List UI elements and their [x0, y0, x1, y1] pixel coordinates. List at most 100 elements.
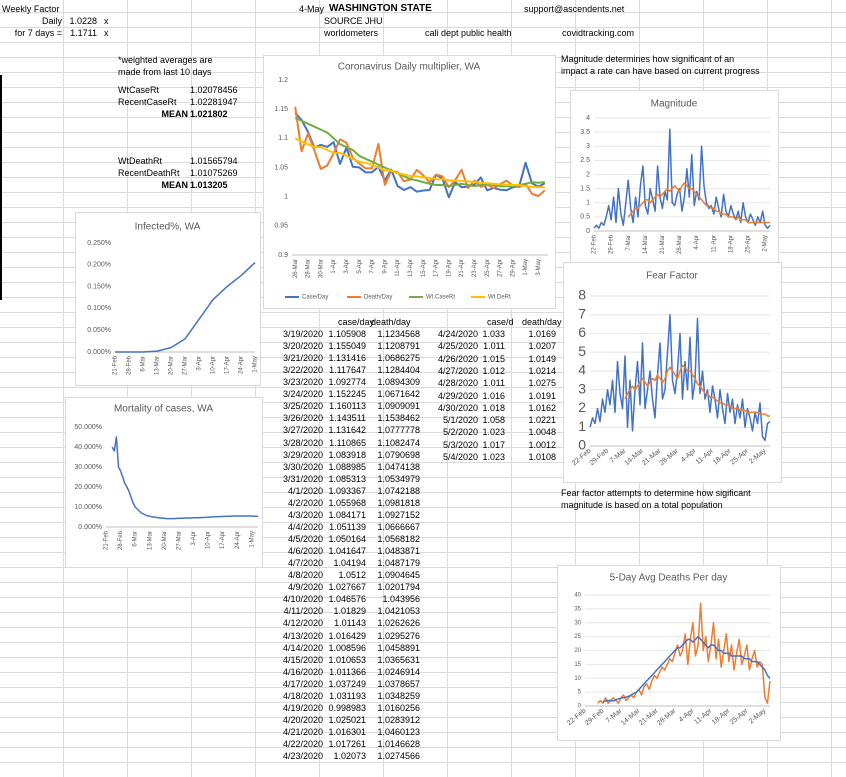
table-cell: 4/30/2020 [437, 402, 478, 413]
table-cell: 3/22/2020 [282, 365, 323, 376]
table-cell: 4/21/2020 [282, 726, 323, 737]
x-tick-label: 28-Mar [306, 259, 312, 278]
x-tick-label: 1-May [523, 259, 529, 276]
table-cell: 5/1/2020 [442, 415, 478, 426]
table-cell: 4/24/2020 [437, 329, 478, 339]
chart-title: 5-Day Avg Deaths Per day [610, 573, 728, 584]
table-cell: 4/17/2020 [282, 678, 323, 689]
table-cell: 1.015 [482, 353, 505, 364]
series-line [294, 116, 545, 188]
table-cell: 4/7/2020 [287, 558, 323, 569]
x-tick-label: 29-Apr [510, 259, 516, 277]
rate-label: MEAN [161, 180, 189, 190]
table-cell: 1.033 [482, 329, 505, 339]
note: *weighted averages are [118, 55, 213, 65]
table-cell: 1.01829 [333, 606, 366, 617]
table-header: death/day [371, 317, 411, 327]
y-tick-label: 0 [578, 704, 582, 710]
table-cell: 1.0169 [528, 329, 556, 339]
table-cell: 1.0048 [528, 427, 556, 438]
rate-value: 1.02281947 [190, 97, 238, 107]
table-header: death/day [522, 317, 562, 327]
y-tick-label: 5 [578, 343, 586, 359]
table-cell: 3/25/2020 [282, 401, 323, 412]
table-cell: 1.0295276 [377, 630, 420, 641]
x-tick-label: 10-Apr [206, 531, 212, 549]
value: 1.1711 [70, 28, 97, 38]
y-tick-label: 0.200% [87, 262, 111, 269]
table-cell: 1.0221 [528, 415, 556, 426]
unit: x [104, 16, 109, 26]
x-tick-label: 20-Mar [162, 531, 168, 550]
rate-value: 1.013205 [190, 180, 228, 190]
y-tick-label: 1.15 [274, 106, 288, 113]
table-cell: 1.041647 [328, 546, 366, 557]
x-tick-label: 2-May [763, 235, 769, 252]
x-tick-label: 28-Mar [677, 235, 683, 254]
table-cell: 1.016 [482, 390, 505, 401]
x-tick-label: 28-Feb [127, 355, 133, 375]
table-cell: 1.0483871 [377, 546, 420, 557]
chart-title: Magnitude [651, 99, 698, 110]
table-cell: 1.084171 [328, 509, 366, 520]
y-tick-label: 4 [586, 115, 590, 122]
table-cell: 1.0207 [528, 341, 556, 352]
table-cell: 1.0534979 [377, 473, 420, 484]
table-cell: 4/28/2020 [437, 378, 478, 389]
x-tick-label: 27-Mar [183, 356, 189, 375]
table-cell: 1.0458891 [377, 642, 420, 653]
table-cell: 1.027667 [328, 582, 366, 593]
x-tick-label: 5-Apr [357, 259, 363, 274]
table-cell: 1.012 [482, 365, 505, 376]
y-tick-label: 1.05 [274, 164, 288, 171]
table-cell: 3/29/2020 [282, 449, 323, 460]
table-cell: 3/30/2020 [282, 461, 323, 472]
y-tick-label: 30.000% [74, 464, 102, 471]
table-cell: 1.0108 [528, 452, 556, 462]
x-tick-label: 3-Apr [191, 531, 197, 546]
y-tick-label: 0.250% [87, 240, 111, 247]
table-cell: 5/3/2020 [442, 439, 478, 450]
rate-label: WtCaseRt [118, 85, 160, 95]
x-tick-label: 21-Apr [459, 259, 465, 277]
table-cell: 1.0283912 [377, 714, 420, 725]
table-cell: 1.0160256 [377, 702, 420, 713]
chart-title: Fear Factor [646, 271, 698, 282]
series-line [593, 128, 771, 229]
x-tick-label: 19-Apr [446, 259, 452, 277]
y-tick-label: 1.1 [278, 135, 288, 142]
y-tick-label: 10.000% [74, 504, 102, 511]
table-cell: 4/23/2020 [282, 751, 323, 762]
table-cell: 3/23/2020 [282, 377, 323, 388]
x-tick-label: 25-Apr [485, 259, 491, 277]
y-tick-label: 1.5 [580, 185, 590, 192]
y-tick-label: 30 [574, 620, 581, 626]
table-cell: 1.0460123 [377, 726, 420, 737]
table-cell: 1.088985 [328, 461, 366, 472]
table-cell: 1.0201794 [377, 582, 420, 593]
rate-value: 1.01075269 [190, 168, 238, 178]
x-tick-label: 3-May [536, 259, 542, 276]
table-cell: 1.0275 [528, 378, 556, 389]
table-cell: 1.018 [482, 402, 505, 413]
table-cell: 4/12/2020 [282, 618, 323, 629]
table-cell: 1.0568182 [377, 534, 420, 545]
y-tick-label: 7 [578, 305, 586, 321]
table-cell: 1.0162 [528, 402, 556, 413]
x-tick-label: 24-Apr [235, 531, 241, 549]
table-cell: 4/4/2020 [287, 521, 323, 532]
table-cell: 4/13/2020 [282, 630, 323, 641]
x-tick-label: 22-Feb [592, 234, 598, 254]
legend-label: Wt.DeRt [488, 295, 511, 301]
table-cell: 1.155049 [328, 341, 366, 352]
x-tick-label: 14-Mar [643, 235, 649, 254]
table-cell: 1.1284404 [377, 365, 420, 376]
table-cell: 1.037249 [328, 678, 366, 689]
x-tick-label: 6-Mar [141, 356, 147, 372]
x-tick-label: 15-Apr [421, 259, 427, 277]
legend-label: Case/Day [302, 295, 328, 301]
cell-border [0, 75, 2, 300]
table-cell: 4/2/2020 [287, 497, 323, 508]
y-tick-label: 40 [574, 593, 581, 599]
